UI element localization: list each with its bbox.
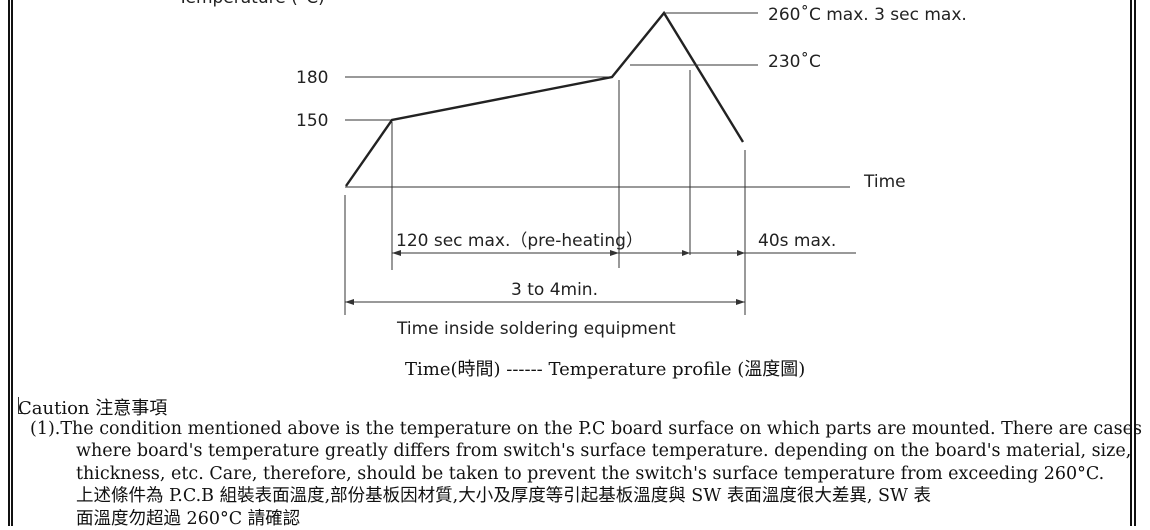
caution-line: 上述條件為 P.C.B 組裝表面溫度,部份基板因材質,大小及厚度等引起基板溫度與… — [76, 486, 931, 507]
figure-caption: Time(時間) ------ Temperature profile (溫度圖… — [405, 359, 806, 380]
reflow-annotation: 230˚C — [768, 51, 821, 72]
equipment-annotation: Time inside soldering equipment — [396, 319, 676, 339]
cool-annotation: 40s max. — [758, 231, 836, 251]
total-arrow-right — [736, 299, 745, 305]
total-annotation: 3 to 4min. — [511, 280, 598, 300]
cool-arrow-left — [682, 250, 690, 256]
page-border-right — [1130, 0, 1136, 526]
peak-annotation: 260˚C max. 3 sec max. — [768, 4, 967, 25]
tick-label-180: 180 — [296, 68, 328, 88]
page-border-left — [8, 0, 13, 526]
caution-line: where board's temperature greatly differ… — [76, 441, 1132, 462]
temperature-profile-diagram: Temperature (°C) Time 180 150 260˚C max.… — [177, 0, 967, 339]
y-axis-label: Temperature (°C) — [177, 0, 325, 8]
caution-rule — [18, 397, 28, 414]
caution-line: thickness, etc. Care, therefore, should … — [76, 463, 1105, 484]
total-arrow-left — [345, 299, 354, 305]
preheat-arrow-right — [610, 250, 619, 256]
preheat-arrow-left — [392, 250, 401, 256]
caution-line: 面溫度勿超過 260°C 請確認 — [76, 508, 301, 529]
tick-label-150: 150 — [296, 111, 328, 131]
caution-title: Caution 注意事項 — [18, 398, 168, 419]
temperature-profile-line — [345, 10, 745, 187]
x-axis-label: Time — [863, 172, 906, 192]
caution-paragraph: (1).The condition mentioned above is the… — [30, 418, 1142, 530]
preheat-annotation: 120 sec max.（pre-heating） — [396, 231, 643, 251]
cool-arrow-right — [737, 250, 745, 256]
caution-line: (1).The condition mentioned above is the… — [30, 419, 1142, 439]
